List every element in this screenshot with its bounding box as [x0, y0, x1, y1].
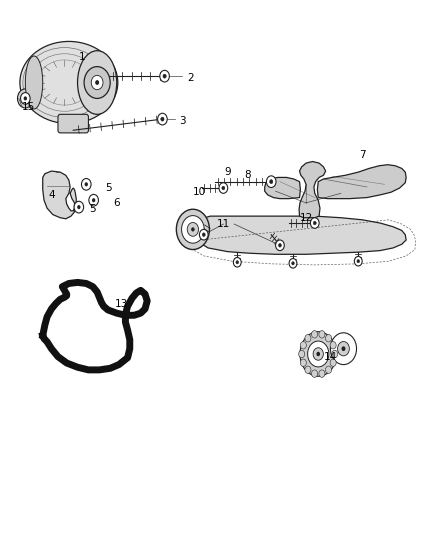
- Circle shape: [300, 342, 306, 349]
- Circle shape: [311, 370, 318, 377]
- Circle shape: [177, 209, 209, 249]
- Circle shape: [357, 260, 360, 263]
- Circle shape: [187, 222, 198, 236]
- Circle shape: [354, 256, 362, 266]
- Circle shape: [233, 257, 241, 267]
- Circle shape: [319, 370, 325, 377]
- Circle shape: [289, 259, 297, 268]
- Circle shape: [21, 93, 30, 104]
- Circle shape: [160, 70, 170, 82]
- Circle shape: [325, 335, 332, 342]
- Polygon shape: [299, 161, 325, 217]
- Circle shape: [266, 176, 276, 188]
- Polygon shape: [196, 216, 406, 254]
- Text: 7: 7: [359, 150, 366, 160]
- Text: 8: 8: [244, 171, 251, 180]
- Circle shape: [91, 75, 103, 90]
- Circle shape: [81, 179, 91, 190]
- Ellipse shape: [78, 51, 117, 114]
- Circle shape: [330, 342, 336, 349]
- Circle shape: [161, 117, 164, 121]
- Circle shape: [316, 352, 320, 356]
- Circle shape: [300, 332, 336, 376]
- Ellipse shape: [20, 42, 118, 124]
- Circle shape: [202, 233, 205, 237]
- Circle shape: [182, 216, 204, 243]
- Circle shape: [311, 330, 318, 338]
- Circle shape: [163, 74, 166, 78]
- Circle shape: [276, 240, 284, 251]
- Circle shape: [332, 350, 338, 358]
- Circle shape: [191, 227, 194, 231]
- Text: 2: 2: [187, 73, 194, 83]
- Circle shape: [330, 333, 357, 365]
- Ellipse shape: [25, 56, 43, 109]
- Circle shape: [74, 201, 84, 213]
- Text: 6: 6: [113, 198, 120, 208]
- Circle shape: [92, 198, 95, 202]
- Circle shape: [24, 96, 27, 100]
- Polygon shape: [43, 171, 76, 219]
- Text: 1: 1: [78, 52, 85, 62]
- Circle shape: [222, 186, 225, 190]
- Circle shape: [292, 262, 294, 265]
- Circle shape: [236, 261, 239, 264]
- Circle shape: [219, 183, 228, 193]
- Circle shape: [77, 205, 81, 209]
- Text: 12: 12: [300, 213, 313, 223]
- Circle shape: [300, 359, 306, 367]
- Circle shape: [89, 195, 99, 206]
- Circle shape: [342, 346, 346, 351]
- Circle shape: [338, 342, 350, 356]
- Text: 11: 11: [217, 219, 230, 229]
- Polygon shape: [265, 177, 300, 199]
- Circle shape: [84, 67, 110, 99]
- Circle shape: [313, 221, 316, 225]
- Text: 13: 13: [114, 298, 128, 309]
- Text: 10: 10: [193, 187, 206, 197]
- Circle shape: [299, 350, 305, 358]
- Text: 5: 5: [105, 183, 111, 193]
- Circle shape: [313, 348, 323, 360]
- Circle shape: [311, 217, 319, 228]
- Text: 3: 3: [179, 116, 185, 126]
- Circle shape: [319, 330, 325, 338]
- Text: 5: 5: [89, 204, 96, 214]
- Text: 4: 4: [48, 190, 55, 200]
- Polygon shape: [318, 165, 406, 199]
- Text: 9: 9: [224, 167, 231, 177]
- Text: 15: 15: [22, 102, 35, 112]
- Circle shape: [199, 229, 208, 240]
- Text: 14: 14: [323, 352, 337, 361]
- Circle shape: [269, 180, 273, 184]
- Circle shape: [158, 114, 167, 125]
- FancyBboxPatch shape: [58, 114, 88, 133]
- Circle shape: [18, 89, 33, 108]
- Circle shape: [305, 366, 311, 374]
- Circle shape: [307, 341, 329, 367]
- Circle shape: [325, 366, 332, 374]
- Circle shape: [95, 80, 99, 85]
- Circle shape: [279, 244, 282, 247]
- Circle shape: [305, 335, 311, 342]
- Circle shape: [330, 359, 336, 367]
- Circle shape: [85, 182, 88, 187]
